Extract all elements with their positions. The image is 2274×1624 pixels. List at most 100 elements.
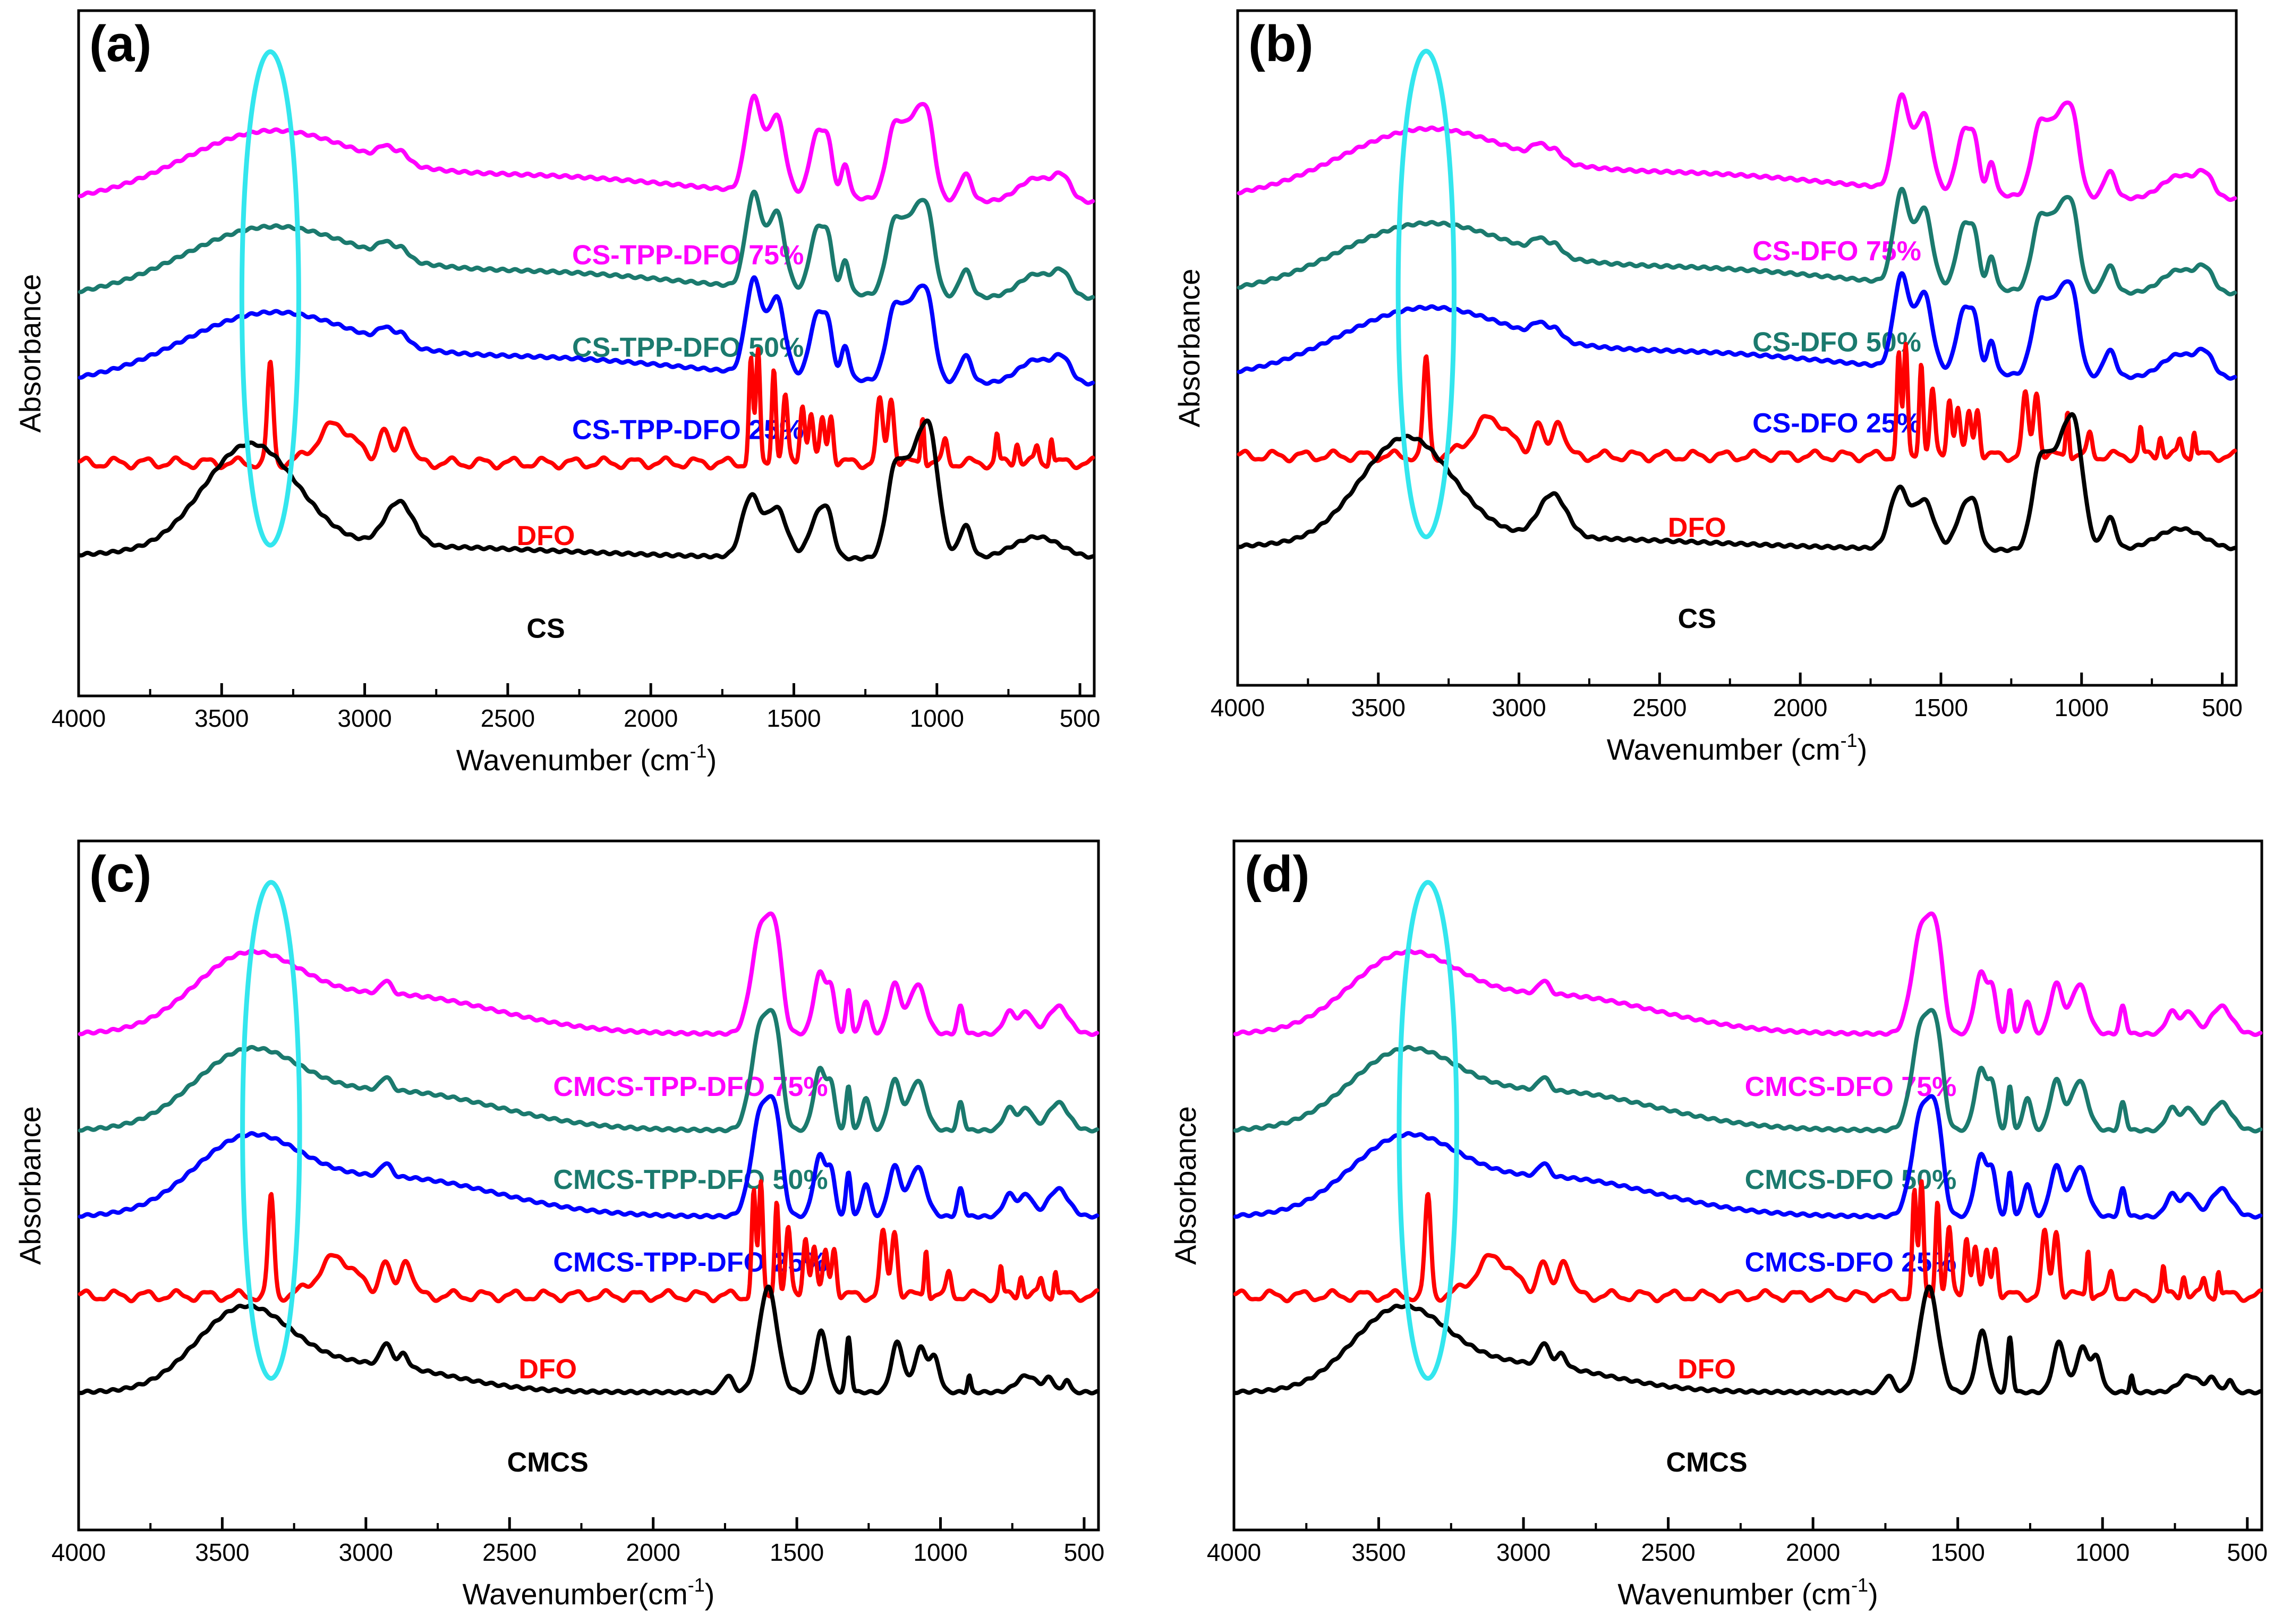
- x-tick-label: 2500: [1641, 1538, 1695, 1566]
- panel-label: (d): [1245, 846, 1310, 903]
- series-curve: [1237, 92, 2237, 202]
- x-tick-label: 3500: [1351, 694, 1406, 721]
- series-curve: [78, 1179, 1100, 1304]
- x-tick-label: 3000: [1492, 694, 1546, 721]
- series-curve: [1233, 911, 2263, 1038]
- x-axis-title-tail: ): [1868, 1577, 1878, 1611]
- series-curve: [1233, 1285, 2263, 1396]
- series-curve: [1237, 412, 2237, 554]
- x-axis-title-tail: ): [1858, 733, 1868, 766]
- x-axis-title-sup: -1: [688, 1574, 705, 1596]
- x-axis-title-sup: -1: [1841, 729, 1858, 751]
- panel-label: (b): [1248, 15, 1314, 72]
- x-axis-title-main: Wavenumber (cm: [1617, 1577, 1851, 1611]
- series-label: DFO: [518, 1354, 577, 1385]
- y-axis-title: Absorbance: [13, 1106, 47, 1265]
- x-tick-label: 3000: [339, 1538, 393, 1566]
- x-tick-label: 4000: [1207, 1538, 1261, 1566]
- series-curve: [1233, 1179, 2263, 1304]
- x-tick-label: 3500: [195, 1538, 249, 1566]
- x-tick-label: 4000: [52, 704, 106, 732]
- panel-b: (b) 4000 3500 3000 2500 2000 1500 1000 500 Wavenu…: [1172, 9, 2243, 766]
- series-label: CMCS-DFO 25%: [1745, 1247, 1957, 1278]
- series-label: CS-DFO 50%: [1752, 327, 1921, 358]
- series-curve: [78, 275, 1095, 387]
- x-tick-label: 2000: [1773, 694, 1827, 721]
- x-tick-label: 1500: [1914, 694, 1968, 721]
- series-label: DFO: [1677, 1354, 1736, 1385]
- series-curve: [78, 1094, 1100, 1220]
- x-axis-title: Wavenumber (cm-1): [1607, 729, 1867, 766]
- highlight-ellipse: [1395, 48, 1457, 540]
- x-tick-label: 3500: [1351, 1538, 1406, 1566]
- series-curve: [1237, 186, 2237, 296]
- highlight-ellipse: [239, 49, 301, 548]
- series-curve: [1233, 1008, 2263, 1134]
- x-tick-label: 2000: [1786, 1538, 1840, 1566]
- panel-a: (a) 4000 3500 3000 2500 2000 1500 1000 500 Wavenu…: [13, 9, 1101, 777]
- plot-frame: [1232, 839, 2263, 1532]
- y-axis-title: Absorbance: [13, 274, 47, 433]
- x-axis-title-sup: -1: [690, 740, 707, 762]
- x-axis-title: Wavenumber(cm-1): [463, 1574, 715, 1611]
- series-label: CMCS-DFO 75%: [1745, 1072, 1957, 1102]
- panel-c: (c) 4000 3500 3000 2500 2000 1500 1000 500 Wavenu…: [13, 839, 1105, 1611]
- series-label: CS: [1678, 603, 1716, 634]
- y-axis-title: Absorbance: [1169, 1106, 1202, 1265]
- x-axis-title: Wavenumber (cm-1): [1617, 1574, 1878, 1611]
- x-tick-label: 500: [2202, 694, 2243, 721]
- series-label: CS-TPP-DFO 50%: [572, 332, 804, 363]
- plot-frame: [77, 839, 1100, 1532]
- x-tick-label: 2500: [482, 1538, 536, 1566]
- y-axis-title: Absorbance: [1172, 269, 1206, 428]
- x-tick-label: 3000: [1496, 1538, 1551, 1566]
- series-label: CS: [526, 613, 565, 644]
- x-axis-title-main: Wavenumber (cm: [456, 743, 690, 777]
- x-axis-title-tail: ): [707, 743, 717, 777]
- series-label: CS-DFO 75%: [1752, 236, 1921, 267]
- series-curve: [78, 1285, 1100, 1396]
- series-label: DFO: [1668, 513, 1726, 543]
- x-axis-title-sup: -1: [1851, 1574, 1868, 1596]
- plot-frame: [77, 9, 1096, 698]
- x-tick-label: 1500: [1931, 1538, 1985, 1566]
- series-curve: [1233, 1094, 2263, 1220]
- x-axis-title-tail: ): [705, 1577, 715, 1611]
- highlight-ellipse: [1396, 880, 1459, 1381]
- x-tick-label: 3500: [194, 704, 249, 732]
- plot-frame: [1236, 9, 2238, 687]
- panel-label: (a): [89, 15, 151, 72]
- x-tick-label: 2000: [626, 1538, 680, 1566]
- x-axis-title: Wavenumber (cm-1): [456, 740, 717, 777]
- x-tick-label: 500: [1064, 1538, 1105, 1566]
- series-curve: [78, 911, 1100, 1038]
- x-axis-title-main: Wavenumber(cm: [463, 1577, 688, 1611]
- panel-label: (c): [89, 846, 151, 903]
- series-label: CS-TPP-DFO 25%: [572, 414, 804, 445]
- x-tick-label: 4000: [52, 1538, 106, 1566]
- x-tick-label: 1500: [766, 704, 821, 732]
- x-tick-label: 4000: [1211, 694, 1265, 721]
- series-curve: [1237, 271, 2237, 381]
- x-tick-label: 1000: [913, 1538, 967, 1566]
- x-tick-label: 1500: [770, 1538, 824, 1566]
- x-tick-label: 500: [1060, 704, 1101, 732]
- x-tick-label: 2500: [481, 704, 535, 732]
- series-curve: [78, 190, 1095, 301]
- x-tick-label: 1000: [2055, 694, 2109, 721]
- series-curve: [78, 1008, 1100, 1134]
- x-axis-title-main: Wavenumber (cm: [1607, 733, 1841, 766]
- x-tick-label: 500: [2227, 1538, 2268, 1566]
- highlight-ellipse: [240, 880, 302, 1381]
- series-label: CS-TPP-DFO 75%: [572, 240, 804, 270]
- x-tick-label: 1000: [2075, 1538, 2130, 1566]
- x-tick-label: 2500: [1632, 694, 1687, 721]
- series-label: CS-DFO 25%: [1752, 408, 1921, 439]
- series-label: CMCS: [1666, 1447, 1748, 1478]
- x-tick-label: 3000: [337, 704, 391, 732]
- series-label: CMCS-DFO 50%: [1745, 1164, 1957, 1195]
- x-tick-label: 1000: [910, 704, 964, 732]
- series-label: DFO: [517, 521, 575, 551]
- x-tick-label: 2000: [624, 704, 678, 732]
